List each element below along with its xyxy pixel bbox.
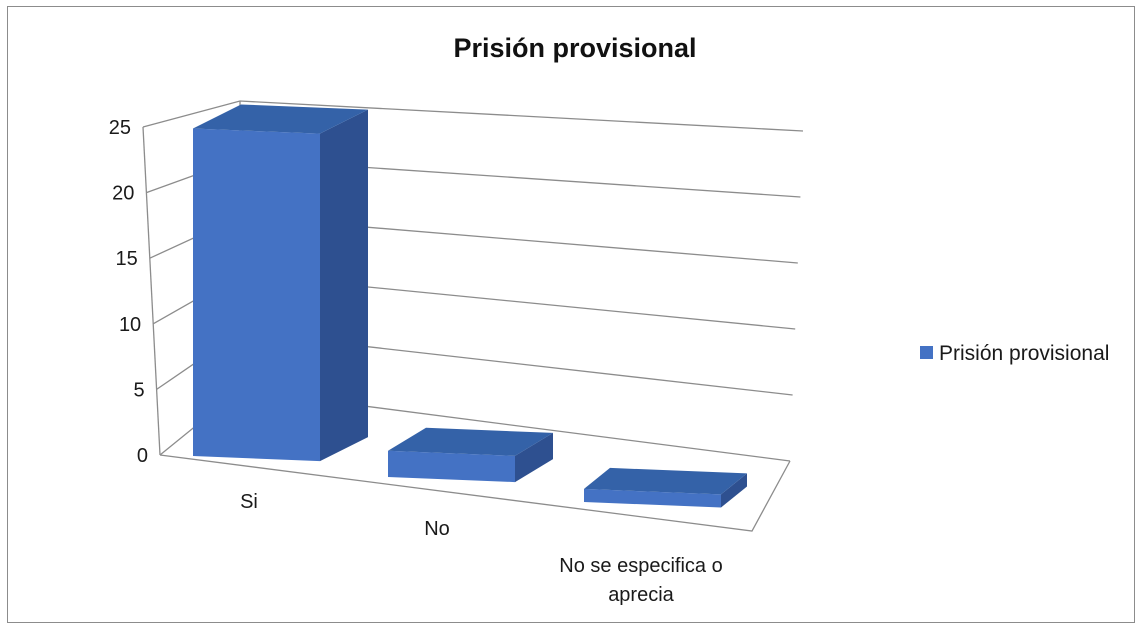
left-wall-front-edge [142, 126, 161, 456]
legend-swatch [920, 346, 933, 359]
x-tick-label: No [424, 518, 450, 540]
legend: Prisión provisional [920, 342, 1109, 365]
bar-side-face [515, 432, 553, 483]
x-tick-label: No se especifica o aprecia [559, 555, 722, 606]
labels-layer: Si No No se especifica o aprecia [240, 491, 723, 606]
x-tick-label-line: No [424, 518, 450, 540]
x-tick-label: Si [240, 491, 258, 513]
y-tick-label: 5 [133, 379, 144, 401]
x-tick-label-line: Si [240, 491, 258, 513]
bar-front-face [584, 488, 721, 508]
bars-layer [193, 104, 747, 508]
floor-edge [159, 454, 791, 532]
bar-front-face [193, 128, 320, 462]
legend-label: Prisión provisional [939, 342, 1109, 365]
y-tick-label: 10 [119, 314, 141, 336]
chart-title: Prisión provisional [453, 33, 696, 63]
y-tick-label: 20 [112, 183, 134, 205]
bar-top-face [584, 467, 747, 495]
bar-side-face [721, 473, 747, 508]
y-tick-label: 0 [137, 445, 148, 467]
bar-front-face [388, 450, 515, 483]
x-tick-label-line: No se especifica o [559, 555, 722, 577]
bar-side-face [320, 109, 368, 462]
bar-top-face [193, 104, 368, 134]
bar-top-face [388, 427, 553, 456]
y-tick-label: 15 [116, 248, 138, 270]
y-tick-label: 25 [109, 117, 131, 139]
x-tick-label-line: aprecia [608, 584, 674, 606]
